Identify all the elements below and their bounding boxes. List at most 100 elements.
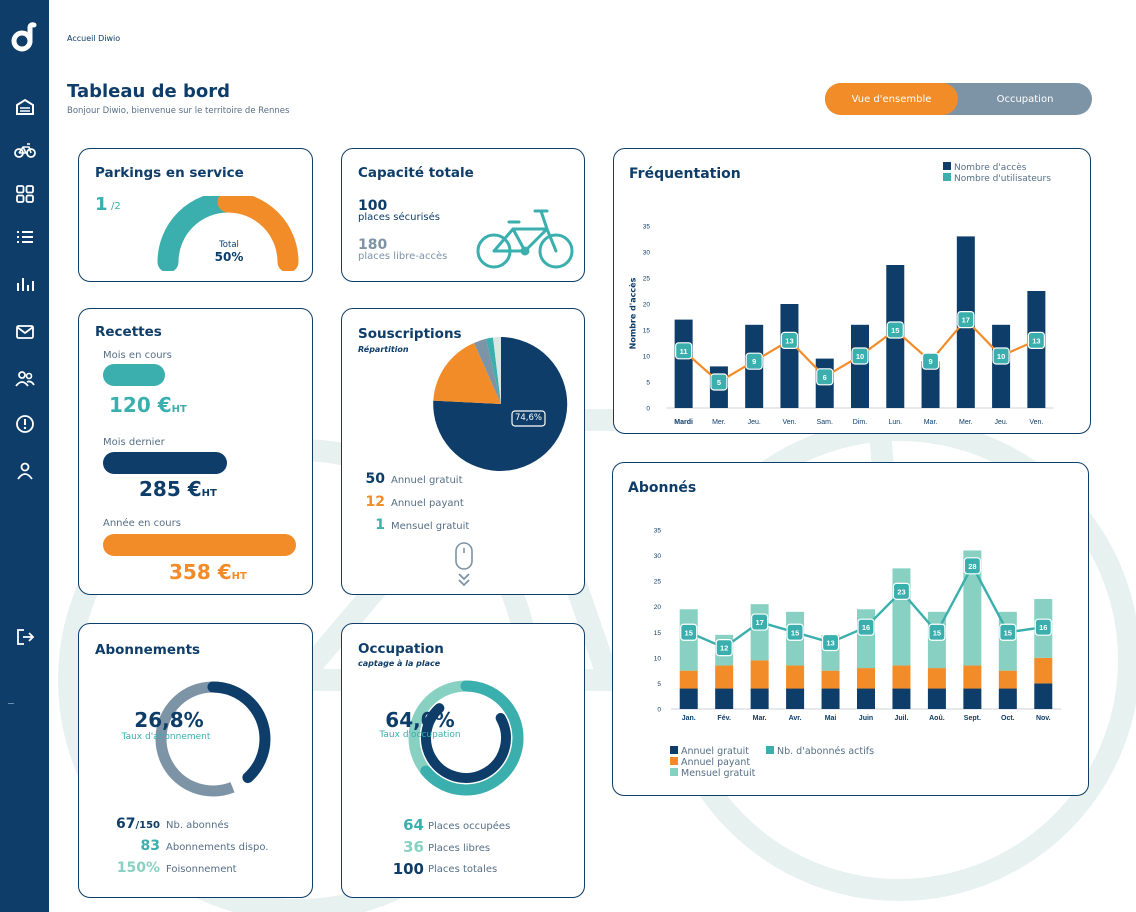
card-title: Occupation [358, 641, 444, 657]
garage-icon[interactable] [14, 96, 36, 118]
data-point [821, 633, 840, 652]
secure-label: places sécurisés [358, 212, 440, 223]
y-tick-label: 35 [654, 528, 662, 535]
stacked-bar-segment [750, 604, 769, 661]
users-icon[interactable] [14, 368, 36, 390]
stat-label: Places libres [428, 843, 491, 854]
stat-value: 83 [140, 838, 160, 854]
data-point [680, 623, 698, 641]
bar [1027, 291, 1046, 408]
breadcrumb[interactable]: Accueil Diwio [67, 34, 121, 43]
legend-value: 50 [365, 471, 385, 487]
recette-label: Mois en cours [103, 350, 172, 361]
bike-icon[interactable] [14, 139, 36, 161]
occupation-card: Occupation captage à la place 64,0% Taux… [341, 623, 585, 898]
occupation-donut [408, 680, 524, 796]
x-tick-label: Sam. [817, 419, 833, 426]
stacked-bar-segment [750, 660, 769, 689]
bar [851, 324, 869, 408]
y-tick-label: 20 [654, 604, 662, 611]
data-point [999, 623, 1017, 641]
y-tick-label: 25 [643, 276, 651, 283]
stat-value: 36 [403, 838, 424, 856]
x-tick-label: Aoû. [929, 715, 945, 722]
x-tick-label: Mardi [674, 419, 693, 426]
scroll-mouse-icon[interactable] [454, 542, 474, 588]
chart-title: Fréquentation [629, 166, 741, 182]
data-label: 6 [823, 373, 827, 382]
page-title: Tableau de bord [67, 81, 230, 102]
stat-value: 150% [116, 860, 160, 876]
x-tick-label: Mar. [753, 715, 767, 722]
x-tick-label: Mar. [924, 419, 938, 426]
capacite-card: Capacité totale 100 places sécurisés 180… [341, 148, 585, 282]
abonnements-card: Abonnements 26,8% Taux d'abonnement 67/1… [78, 623, 313, 898]
abonnements-donut [155, 681, 271, 797]
sidebar [0, 0, 49, 912]
stacked-bar-segment [821, 688, 840, 709]
stacked-bar-segment [857, 688, 875, 709]
card-subtitle: Répartition [358, 345, 409, 354]
data-label: 15 [1004, 628, 1012, 637]
data-point [1034, 618, 1052, 636]
stacked-bar-segment [892, 688, 911, 709]
souscriptions-card: Souscriptions Répartition 74,6% 50 Annue… [341, 308, 585, 595]
x-tick-label: Dim. [853, 419, 867, 426]
y-tick-label: 25 [654, 579, 662, 586]
stacked-bar-segment [715, 665, 734, 689]
view-toggle: Occupation Vue d'ensemble [825, 83, 1092, 115]
data-point [957, 311, 975, 329]
user-icon[interactable] [14, 460, 36, 482]
chart-title: Abonnés [628, 480, 697, 496]
bike-icon [476, 209, 574, 269]
legend-value: 1 [375, 517, 385, 533]
recette-value: 285 €HT [139, 477, 217, 501]
frequentation-chart: 0 5 10 15 20 25 30 35 Mardi Mer. Jeu. Ven. Sam. Dim. L… [643, 224, 1054, 426]
data-point [745, 352, 763, 370]
chart-legend: Annuel gratuit Annuel payant Mensuel gra… [670, 746, 755, 779]
diwio-logo[interactable] [10, 22, 40, 54]
stacked-bar-segment [786, 665, 805, 689]
secure-value: 100 [358, 198, 388, 214]
legend-item: Nb. d'abonnés actifs [766, 746, 874, 757]
mail-icon[interactable] [14, 321, 36, 343]
y-tick-label: 20 [643, 302, 651, 309]
y-tick-label: 30 [643, 250, 651, 257]
legend-label: Nombre d'accès [954, 163, 1027, 173]
y-tick-label: 15 [654, 630, 662, 637]
data-point [710, 373, 728, 391]
y-tick-label: 15 [643, 328, 651, 335]
x-tick-label: Jeu. [994, 419, 1007, 426]
stacked-bar-segment [963, 665, 982, 689]
y-tick-label: 10 [654, 655, 662, 662]
data-label: 23 [897, 587, 905, 596]
souscriptions-pie [433, 337, 568, 471]
stacked-bar-segment [892, 665, 911, 689]
bar-chart-icon[interactable] [14, 273, 36, 295]
chart-legend: Nombre d'accès Nombre d'utilisateurs [943, 162, 1051, 184]
grid-icon[interactable] [14, 183, 36, 205]
y-tick-label: 0 [646, 406, 650, 413]
legend-label: Nombre d'utilisateurs [954, 174, 1051, 184]
data-label: 12 [720, 644, 728, 653]
gauge-value: 50% [214, 250, 244, 264]
data-point [780, 331, 799, 349]
data-label: 28 [968, 562, 976, 571]
card-title: Parkings en service [95, 165, 244, 181]
data-point [816, 368, 834, 386]
data-label: 13 [785, 336, 793, 345]
list-icon[interactable] [14, 227, 36, 249]
card-title: Abonnements [95, 642, 201, 658]
alert-icon[interactable] [14, 413, 36, 435]
tab-occupation[interactable]: Occupation [996, 93, 1054, 105]
y-tick-label: 10 [643, 354, 651, 361]
logout-icon[interactable] [14, 626, 36, 648]
tab-vue-ensemble[interactable]: Vue d'ensemble [825, 83, 958, 115]
data-point [892, 582, 911, 600]
stacked-bar-segment [857, 609, 875, 669]
card-title: Capacité totale [358, 165, 474, 181]
stat-label: Nb. abonnés [166, 820, 229, 831]
recette-bar [103, 534, 296, 556]
recette-value: 120 €HT [109, 393, 187, 417]
bar [780, 304, 799, 408]
